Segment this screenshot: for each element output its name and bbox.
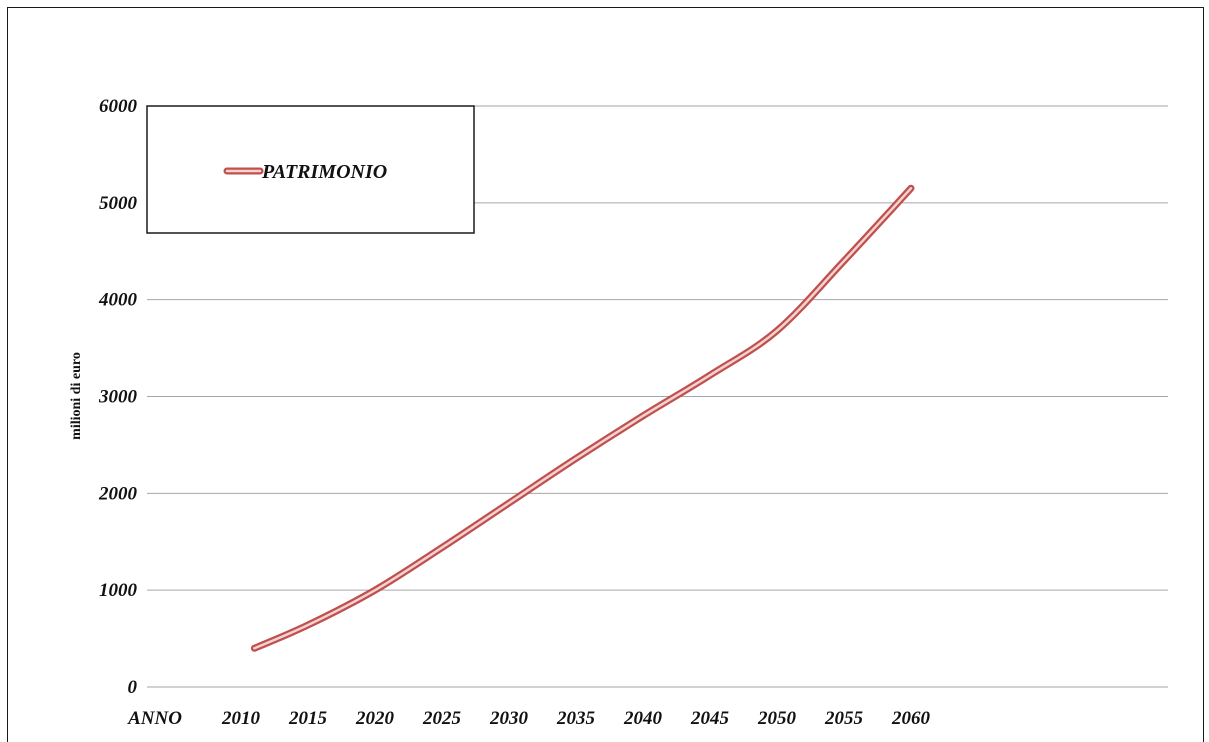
series-line: [253, 187, 913, 650]
y-tick-label: 4000: [98, 290, 138, 311]
x-tick-label: 2040: [623, 708, 663, 729]
series-line-outline: [250, 184, 915, 652]
x-tick-label: 2020: [355, 708, 395, 729]
x-tick-label: 2025: [422, 708, 462, 729]
legend-label: PATRIMONIO: [261, 161, 387, 183]
gridlines: [147, 105, 1168, 591]
x-axis-label: ANNO: [127, 708, 182, 729]
x-tick-label: 2010: [221, 708, 261, 729]
y-tick-label: 6000: [99, 96, 138, 117]
y-axis-label: milioni di euro: [69, 352, 84, 440]
x-tick-label: 2050: [757, 708, 797, 729]
series-group: [250, 184, 915, 652]
x-tick-label: 2045: [690, 708, 730, 729]
y-tick-label: 5000: [99, 193, 138, 214]
legend-box: [146, 105, 475, 234]
y-tick-label: 2000: [98, 483, 138, 504]
y-tick-label: 3000: [98, 387, 138, 408]
x-tick-label: 2015: [288, 708, 328, 729]
y-tick-label: 1000: [99, 580, 138, 601]
y-axis-ticks: 0 1000 2000 3000 4000 5000 6000: [98, 96, 138, 698]
y-tick-label: 0: [128, 677, 138, 698]
x-axis-ticks: ANNO 2010 2015 2020 2025 2030 2035 2040 2045 2050…: [127, 708, 930, 729]
x-tick-label: 2060: [891, 708, 931, 729]
x-tick-label: 2055: [824, 708, 864, 729]
x-tick-label: 2030: [489, 708, 529, 729]
legend: PATRIMONIO: [146, 105, 475, 234]
x-tick-label: 2035: [556, 708, 596, 729]
